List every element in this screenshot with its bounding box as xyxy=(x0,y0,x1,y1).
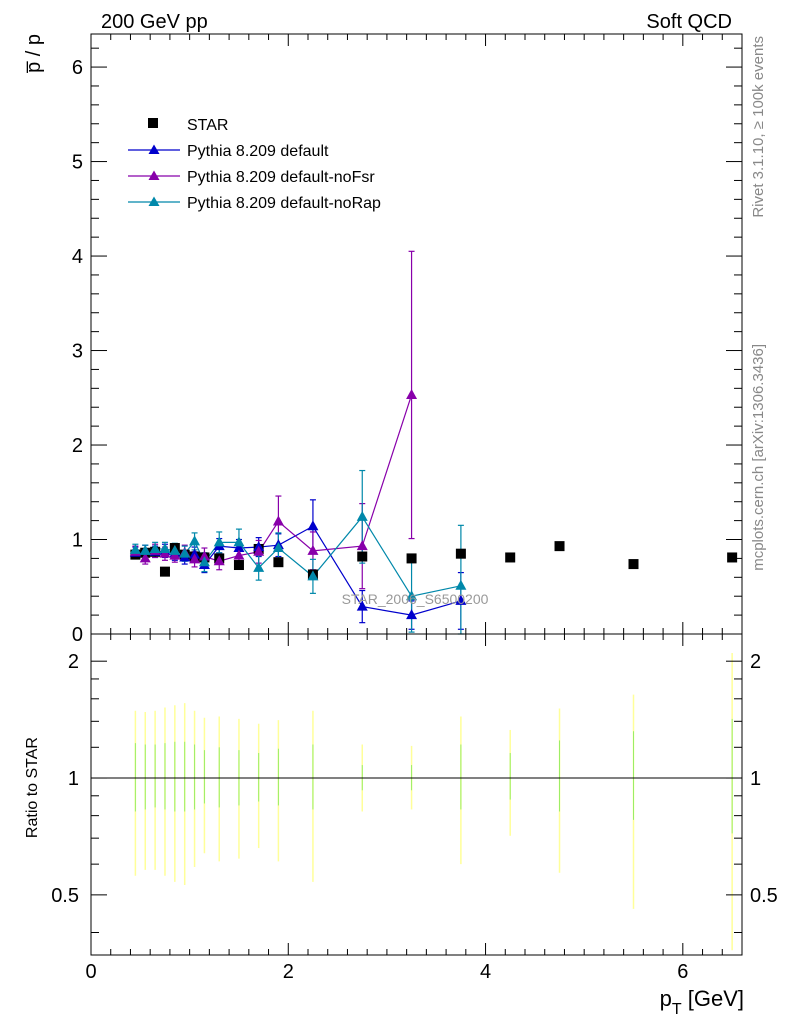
legend-label-noFsr: Pythia 8.209 default-noFsr xyxy=(187,169,375,186)
data-point-noRap xyxy=(179,547,191,558)
data-point-default xyxy=(356,600,368,611)
data-point-noRap xyxy=(159,542,171,553)
data-point-noRap xyxy=(149,542,161,553)
y-tick-label-top: 0 xyxy=(72,624,83,646)
y-tick-label-ratio-left: 2 xyxy=(68,651,79,673)
legend-label-noRap: Pythia 8.209 default-noRap xyxy=(187,195,381,212)
y-axis-title-ratio: Ratio to STAR xyxy=(24,737,41,838)
x-tick-label: 6 xyxy=(677,961,688,983)
chart-marks xyxy=(129,250,738,635)
legend-label-default: Pythia 8.209 default xyxy=(187,143,329,160)
data-point-noFsr xyxy=(406,388,418,399)
y-tick-label-top: 5 xyxy=(72,152,83,174)
y-tick-label-ratio-right: 1 xyxy=(750,768,761,790)
data-point-noFsr xyxy=(139,552,151,563)
legend-marker-default xyxy=(148,144,160,154)
x-axis-title: pT [GeV] xyxy=(660,986,744,1018)
y-tick-label-ratio-left: 0.5 xyxy=(51,885,79,907)
data-point-default xyxy=(406,609,418,620)
data-point-noRap xyxy=(189,535,201,546)
data-point-noFsr xyxy=(233,549,245,560)
y-tick-label-ratio-right: 2 xyxy=(750,651,761,673)
y-tick-label-ratio-left: 1 xyxy=(68,768,79,790)
data-point-noFsr xyxy=(272,515,284,526)
data-point-noFsr xyxy=(307,544,319,555)
data-point-noRap xyxy=(129,543,141,554)
data-point-star xyxy=(554,541,565,552)
data-point-noRap xyxy=(253,561,265,572)
data-point-star xyxy=(406,553,417,564)
data-point-default xyxy=(455,594,467,605)
data-point-star xyxy=(357,551,368,562)
legend-entry-star: STAR xyxy=(148,117,228,134)
data-point-noRap xyxy=(307,570,319,581)
data-point-star xyxy=(455,548,466,559)
legend-label-star: STAR xyxy=(187,117,228,134)
x-tick-label: 4 xyxy=(480,961,491,983)
y-tick-label-top: 3 xyxy=(72,341,83,363)
x-tick-label: 0 xyxy=(85,961,96,983)
y-tick-label-top: 1 xyxy=(72,530,83,552)
series-line-noFsr xyxy=(135,394,413,562)
data-point-noFsr xyxy=(253,545,265,556)
header-left: 200 GeV pp xyxy=(101,11,208,33)
data-point-star xyxy=(505,552,516,563)
data-point-star xyxy=(159,566,170,577)
data-point-noRap xyxy=(233,536,245,547)
data-point-noRap xyxy=(455,579,467,590)
legend: STAR Pythia 8.209 default Pythia 8.209 d… xyxy=(128,117,381,212)
mcplots-label: mcplots.cern.ch [arXiv:1306.3436] xyxy=(750,344,767,571)
legend-entry-default: Pythia 8.209 default xyxy=(128,143,329,160)
data-point-noRap xyxy=(139,544,151,555)
axis-ticks: 0 2 4 6 0 1 2 3 4 5 6 0.5 0.5 1 1 2 2 xyxy=(51,34,778,983)
x-tick-label: 2 xyxy=(283,961,294,983)
data-point-noRap xyxy=(169,544,181,555)
data-point-noFsr xyxy=(189,553,201,564)
data-point-noRap xyxy=(356,510,368,521)
data-point-default xyxy=(307,520,319,531)
ratio-panel-frame xyxy=(90,633,743,956)
legend-entry-noRap: Pythia 8.209 default-noRap xyxy=(128,195,381,212)
legend-marker-star xyxy=(148,118,158,128)
data-point-noRap xyxy=(406,590,418,601)
data-point-star xyxy=(273,557,284,568)
data-point-star xyxy=(233,560,244,571)
data-point-noRap xyxy=(198,556,210,567)
data-point-noFsr xyxy=(213,555,225,566)
analysis-watermark: STAR_2006_S6500200 xyxy=(342,591,489,607)
data-point-star xyxy=(628,559,639,570)
data-point-noFsr xyxy=(356,540,368,551)
rivet-version-label: Rivet 3.1.10, ≥ 100k events xyxy=(750,36,767,218)
legend-marker-noRap xyxy=(148,196,160,206)
y-axis-title-top: p̅ / p xyxy=(23,34,45,73)
legend-entry-noFsr: Pythia 8.209 default-noFsr xyxy=(128,169,375,186)
data-point-star xyxy=(727,552,738,563)
y-tick-label-top: 2 xyxy=(72,435,83,457)
data-point-noFsr xyxy=(198,550,210,561)
y-tick-label-ratio-right: 0.5 xyxy=(750,885,778,907)
y-tick-label-top: 6 xyxy=(72,57,83,79)
ratio-uncertainty-bands xyxy=(91,652,742,951)
data-point-noRap xyxy=(213,536,225,547)
legend-marker-noFsr xyxy=(148,170,160,180)
data-point-noRap xyxy=(272,542,284,553)
header-right: Soft QCD xyxy=(646,11,732,33)
data-point-default xyxy=(233,542,245,553)
y-tick-label-top: 4 xyxy=(72,246,83,268)
